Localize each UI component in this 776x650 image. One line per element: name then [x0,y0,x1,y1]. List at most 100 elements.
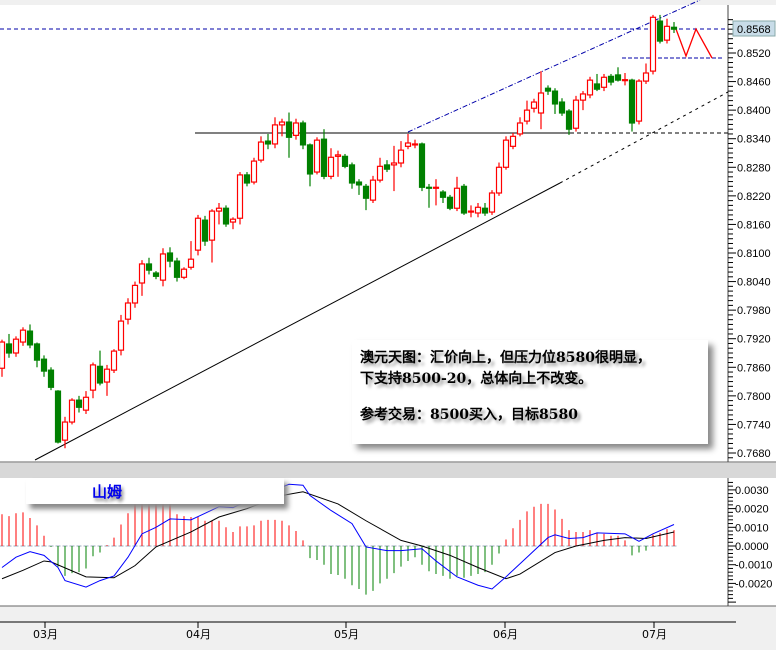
candle-body [530,101,538,109]
candle-body [5,343,13,354]
candle [208,209,216,263]
current-price-marker: 0.8568 [732,20,776,37]
candle-body [201,219,209,242]
candle [411,139,419,149]
trend-lines [0,0,729,461]
candle-body [614,74,622,81]
candle-body [110,350,118,371]
price-tick-label: 0.7920 [737,334,771,346]
candle-body [467,210,475,213]
price-tick-label: 0.8280 [737,162,771,174]
candle [313,137,321,175]
candle [180,267,188,280]
candle-body [145,263,153,271]
candle [187,241,195,270]
candle [82,391,90,414]
price-axis: 0.8520 0.8460 0.8400 0.8340 0.8280 0.8220 0.81… [728,19,771,460]
candle [103,364,111,396]
candle-body [558,101,566,114]
candle [257,136,265,163]
candle [670,22,678,33]
lower-trend-line [34,182,561,461]
candle-body [425,186,433,189]
annotation-line-1: 澳元天图：汇价向上，但压力位8580很明显， [360,350,651,366]
candle-body [418,143,426,188]
candle [138,260,146,296]
candle-body [663,25,671,41]
candle-body [362,185,370,199]
candle-body [369,179,377,201]
candle [614,67,622,82]
candle-body [474,206,482,214]
macd-panel: 0.0030 0.0020 0.0010 0.0000 -0.0010 -0.0020 [0,481,772,603]
candle-body [138,263,146,284]
candle [586,76,594,99]
price-tick-label: 0.7680 [737,448,771,460]
candle-body [33,343,41,361]
candle [642,63,650,84]
candle [341,153,349,169]
candle-body [488,192,496,213]
candle [285,112,293,158]
candle [474,203,482,218]
candle [334,150,342,177]
candle-body [439,191,447,198]
candle [40,355,48,377]
candle-body [453,187,461,209]
candle [194,214,202,256]
price-tick-label: 0.7800 [737,391,771,403]
macd-label: 山姆 [92,483,123,501]
candle-body [229,218,237,223]
candle-body [264,140,272,145]
price-tick-label: 0.8400 [737,105,771,117]
candle-body [551,90,559,105]
candle [572,95,580,132]
candle [222,205,230,227]
candle-body [222,207,230,225]
candle [131,281,139,308]
candle [26,324,34,349]
candle-body [355,181,363,186]
candle [75,395,83,413]
price-tick-label: 0.8160 [737,219,771,231]
candle [299,120,307,150]
candle-body [628,79,636,124]
candle [383,160,391,173]
candle [166,247,174,268]
candle [558,98,566,116]
price-tick-label: 0.8100 [737,248,771,260]
candle [467,205,475,218]
price-tick-label: 0.7980 [737,305,771,317]
candle-body [383,164,391,170]
candle [250,157,258,185]
candle-body [649,16,657,72]
candle-body [320,138,328,177]
candle [243,172,251,187]
candle-body [12,338,20,354]
candle-body [54,390,62,443]
candle-body [299,122,307,146]
candle [425,183,433,208]
candle-body [124,302,132,320]
candle-body [621,79,629,82]
price-tick-label: 0.7860 [737,362,771,374]
candle [397,141,405,168]
candle-body [411,143,419,146]
candle-body [495,166,503,194]
time-tick-label: 06月 [493,628,518,641]
candle-body [173,260,181,278]
candle [663,18,671,44]
candle-body [117,320,125,351]
candle [229,217,237,230]
candle-body [327,156,335,177]
candle-body [131,284,139,304]
candle [124,298,132,325]
candle-body [502,139,510,168]
candle [61,416,69,449]
candle-body [537,92,545,114]
candle-body [180,268,188,278]
candle [362,183,370,211]
candle [33,342,41,368]
price-tick-label: 0.8520 [737,48,771,60]
